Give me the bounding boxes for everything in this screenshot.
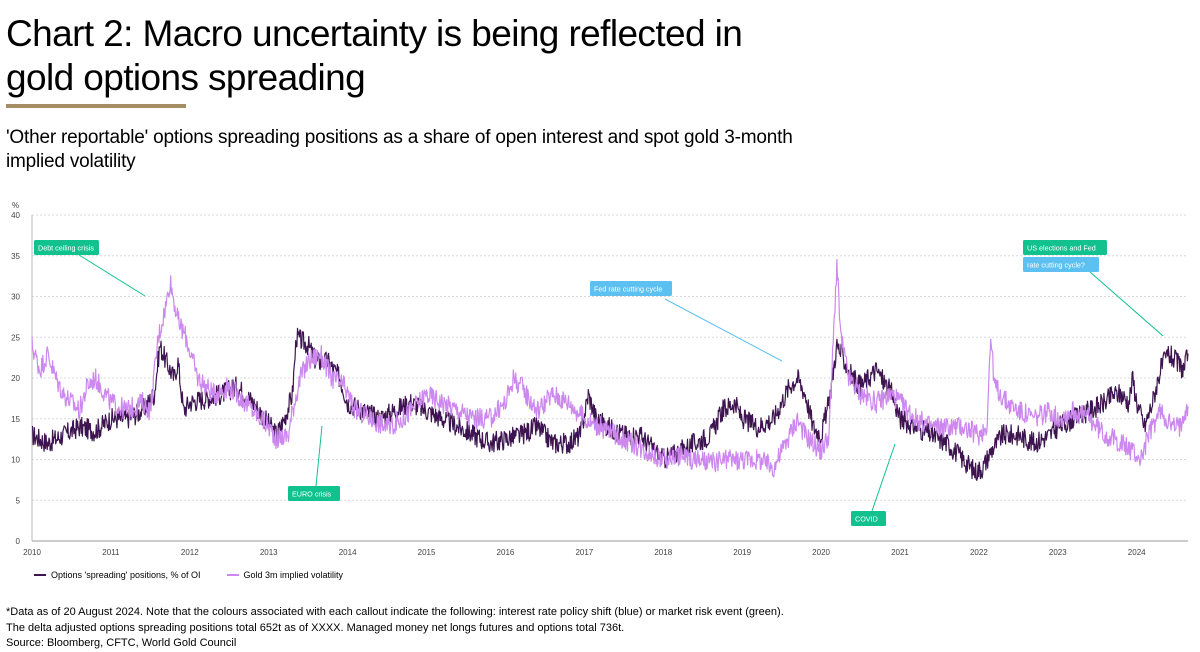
title-accent-rule bbox=[6, 104, 186, 108]
callout-leader-line bbox=[1089, 271, 1164, 337]
options-spreading-line bbox=[31, 327, 1189, 481]
footnote-line-1: *Data as of 20 August 2024. Note that th… bbox=[6, 606, 784, 618]
x-tick-label: 2023 bbox=[1049, 548, 1067, 557]
gridlines bbox=[32, 214, 1188, 542]
y-tick-label: 30 bbox=[11, 293, 20, 302]
x-tick-label: 2018 bbox=[654, 548, 672, 557]
legend: Options 'spreading' positions, % of OI G… bbox=[34, 570, 343, 580]
x-tick-label: 2013 bbox=[260, 548, 278, 557]
legend-label-vol: Gold 3m implied volatility bbox=[243, 570, 344, 580]
y-tick-label: 0 bbox=[16, 537, 21, 546]
callout-leader-line bbox=[78, 254, 146, 297]
callout-label: Debt ceiling crisis bbox=[38, 244, 94, 253]
callout-leader-line bbox=[315, 425, 323, 487]
callout-box bbox=[851, 511, 886, 526]
legend-swatch-options bbox=[34, 574, 46, 576]
callout-box bbox=[288, 486, 340, 501]
x-tick-label: 2011 bbox=[102, 548, 120, 557]
callout-label: COVID bbox=[855, 515, 878, 524]
legend-label-options: Options 'spreading' positions, % of OI bbox=[51, 570, 201, 580]
y-tick-label: 5 bbox=[16, 496, 21, 505]
y-tick-label: 10 bbox=[11, 456, 20, 465]
footnote-line-2: The delta adjusted options spreading pos… bbox=[6, 621, 625, 634]
x-tick-label: 2021 bbox=[891, 548, 909, 557]
x-tick-label: 2017 bbox=[575, 548, 593, 557]
footnote-source: Source: Bloomberg, CFTC, World Gold Coun… bbox=[6, 637, 237, 649]
y-tick-label: 40 bbox=[11, 211, 20, 220]
y-tick-label: 15 bbox=[11, 415, 20, 424]
x-tick-label: 2016 bbox=[497, 548, 515, 557]
y-tick-label: 25 bbox=[11, 333, 20, 342]
chart-subtitle: 'Other reportable' options spreading pos… bbox=[6, 127, 793, 172]
y-axis: % 0 5 10 15 20 25 30 35 40 bbox=[11, 201, 33, 546]
x-tick-label: 2014 bbox=[339, 548, 357, 557]
callout-box bbox=[34, 240, 99, 255]
series-lines bbox=[31, 258, 1189, 481]
callout-leader-line bbox=[664, 298, 783, 362]
callout-label: US elections and Fed bbox=[1027, 244, 1096, 253]
legend-item-vol: Gold 3m implied volatility bbox=[226, 570, 344, 580]
x-tick-label: 2010 bbox=[23, 548, 41, 557]
y-tick-label: 20 bbox=[11, 374, 20, 383]
legend-swatch-vol bbox=[226, 574, 239, 576]
x-tick-label: 2022 bbox=[970, 548, 988, 557]
callout-label: rate cutting cycle? bbox=[1027, 261, 1085, 270]
x-tick-label: 2019 bbox=[733, 548, 751, 557]
x-tick-label: 2012 bbox=[181, 548, 199, 557]
y-axis-unit: % bbox=[12, 201, 19, 210]
chart-title: Chart 2: Macro uncertainty is being refl… bbox=[6, 13, 743, 98]
x-tick-label: 2015 bbox=[418, 548, 436, 557]
callout-leader-line bbox=[871, 443, 896, 512]
callout-label: Fed rate cutting cycle bbox=[594, 285, 662, 294]
footnote: *Data as of 20 August 2024. Note that th… bbox=[6, 605, 1186, 652]
legend-item-options: Options 'spreading' positions, % of OI bbox=[34, 570, 201, 580]
implied-volatility-line bbox=[31, 258, 1189, 478]
callout-box bbox=[1023, 240, 1107, 255]
x-tick-label: 2024 bbox=[1128, 548, 1146, 557]
x-axis: 2010 2011 2012 2013 2014 2015 2016 2017 2018 2019… bbox=[23, 540, 1188, 557]
callout-box bbox=[590, 281, 672, 296]
callout-box bbox=[1023, 257, 1099, 272]
x-tick-label: 2020 bbox=[812, 548, 830, 557]
callout-label: EURO crisis bbox=[292, 490, 332, 499]
y-tick-label: 35 bbox=[11, 252, 20, 261]
callouts: Debt ceiling crisis EURO crisis Fed rate c… bbox=[34, 240, 1164, 526]
